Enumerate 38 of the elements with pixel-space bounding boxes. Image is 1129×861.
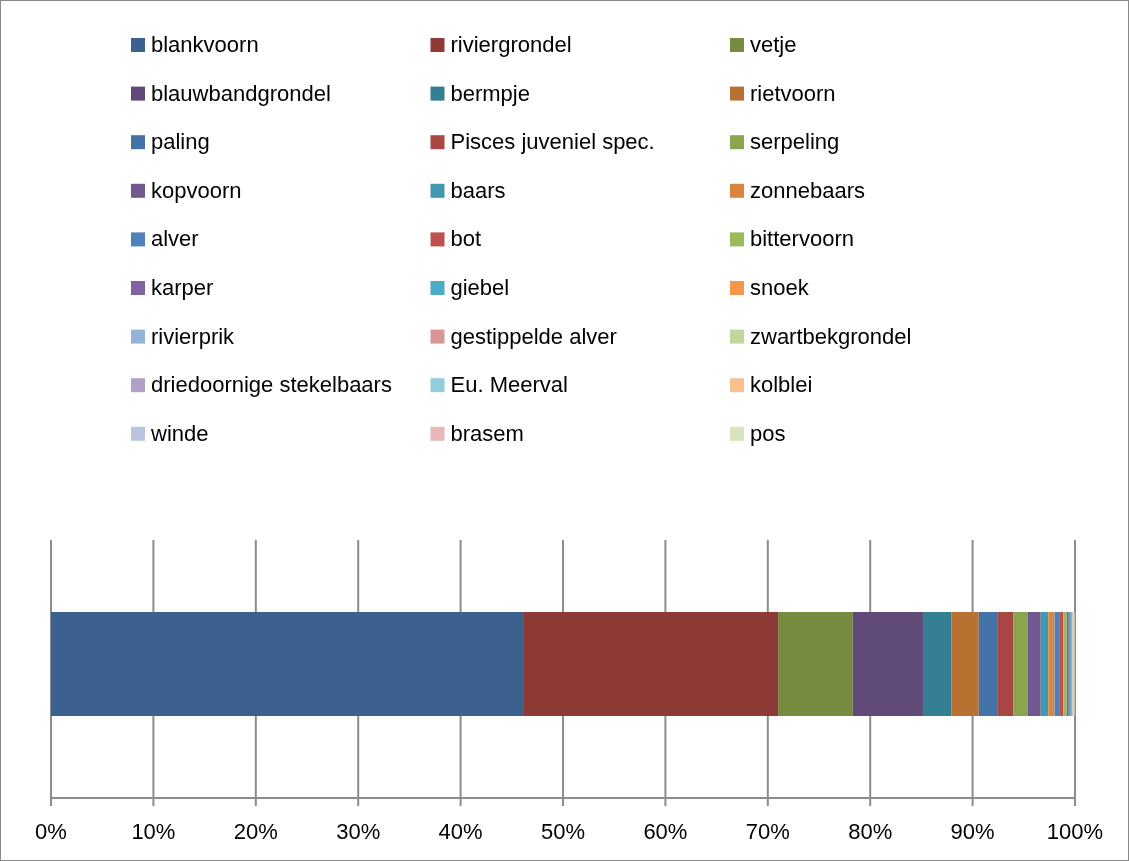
x-tick-label: 80% — [848, 819, 893, 844]
legend-label: bermpje — [450, 80, 530, 106]
legend-label: giebel — [450, 275, 510, 300]
legend-label: Eu. Meerval — [450, 372, 568, 398]
x-tick-label: 10% — [131, 819, 176, 844]
legend-label: bot — [450, 226, 482, 252]
legend-label: karper — [151, 275, 214, 300]
x-tick-label: 50% — [540, 819, 586, 844]
legend-label: vetje — [750, 32, 797, 57]
legend-label: alver — [151, 226, 199, 252]
legend-label: zwartbekgrondel — [750, 323, 912, 349]
x-tick-label: 100% — [1046, 819, 1104, 844]
legend-label: winde — [150, 420, 209, 446]
legend-label: kopvoorn — [151, 177, 242, 203]
legend-label: riviergrondel — [450, 32, 572, 57]
legend-label: bittervoorn — [750, 226, 854, 252]
x-tick-label: 90% — [950, 819, 995, 844]
legend-label: kolblei — [750, 372, 813, 398]
legend-label: baars — [450, 177, 506, 203]
legend-label: blankvoorn — [151, 32, 259, 57]
legend-label: driedoornige stekelbaars — [151, 372, 392, 398]
x-tick-label: 70% — [745, 819, 790, 844]
legend-label: blauwbandgrondel — [151, 80, 331, 106]
x-tick-label: 60% — [643, 819, 688, 844]
legend-label: Pisces juveniel spec. — [450, 129, 655, 155]
x-tick-label: 30% — [336, 819, 381, 844]
legend-label: paling — [151, 129, 210, 155]
legend-label: pos — [750, 420, 786, 446]
legend-label: rietvoorn — [750, 80, 836, 106]
legend-label: brasem — [450, 420, 524, 446]
x-tick-label: 20% — [233, 819, 278, 844]
x-tick-label: 0% — [35, 819, 67, 844]
legend-label: zonnebaars — [750, 177, 865, 203]
legend-label: snoek — [750, 275, 810, 300]
x-tick-label: 40% — [438, 819, 483, 844]
legend-label: gestippelde alver — [450, 323, 617, 349]
legend-label: rivierprik — [151, 323, 236, 349]
legend-label: serpeling — [750, 129, 840, 155]
